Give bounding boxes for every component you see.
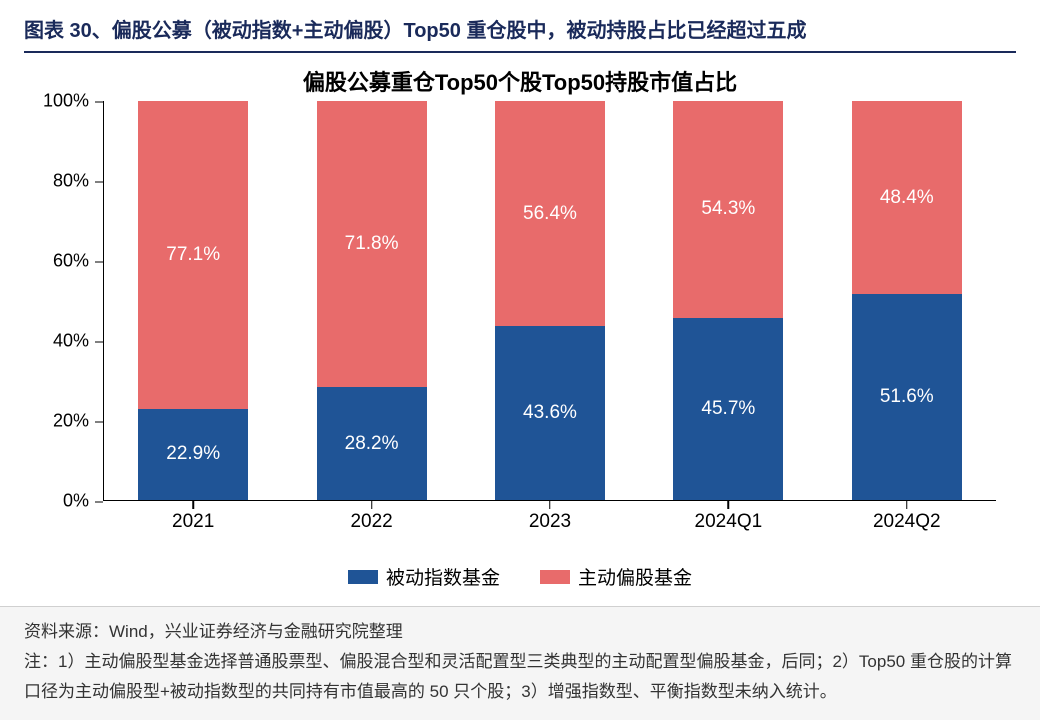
- figure-container: 图表 30、偏股公募（被动指数+主动偏股）Top50 重仓股中，被动持股占比已经…: [0, 0, 1040, 590]
- x-label: 2021: [138, 501, 248, 533]
- legend-item-active: 主动偏股基金: [540, 563, 692, 590]
- bar-segment-passive: 22.9%: [138, 409, 248, 500]
- x-label: 2022: [317, 501, 427, 533]
- bar-column: 51.6%48.4%: [852, 101, 962, 500]
- bar-segment-passive: 45.7%: [673, 318, 783, 500]
- bar-segment-active: 54.3%: [673, 101, 783, 318]
- x-labels: 2021 2022 2023 2024Q1 2024Q2: [104, 501, 996, 533]
- legend-swatch-active: [540, 570, 570, 584]
- legend-swatch-passive: [348, 570, 378, 584]
- y-tick: 100%: [43, 91, 103, 112]
- bar-segment-passive: 43.6%: [495, 326, 605, 500]
- y-tick: 60%: [53, 251, 103, 272]
- figure-header-title: 图表 30、偏股公募（被动指数+主动偏股）Top50 重仓股中，被动持股占比已经…: [24, 10, 1016, 53]
- bar-column: 45.7%54.3%: [673, 101, 783, 500]
- footer-source: 资料来源：Wind，兴业证券经济与金融研究院整理: [24, 617, 1016, 647]
- legend-item-passive: 被动指数基金: [348, 563, 500, 590]
- y-axis: 0%20%40%60%80%100%: [24, 101, 104, 501]
- x-label: 2024Q2: [852, 501, 962, 533]
- x-axis: 2021 2022 2023 2024Q1 2024Q2: [24, 501, 1016, 533]
- bar-segment-passive: 51.6%: [852, 294, 962, 500]
- chart-title: 偏股公募重仓Top50个股Top50持股市值占比: [24, 65, 1016, 97]
- bar-segment-active: 71.8%: [317, 101, 427, 387]
- x-label: 2024Q1: [673, 501, 783, 533]
- bar-segment-active: 77.1%: [138, 101, 248, 409]
- legend-label-passive: 被动指数基金: [386, 563, 500, 590]
- y-tick: 40%: [53, 331, 103, 352]
- bar-column: 22.9%77.1%: [138, 101, 248, 500]
- bar-column: 43.6%56.4%: [495, 101, 605, 500]
- y-tick: 0%: [63, 491, 103, 512]
- y-tick: 20%: [53, 411, 103, 432]
- chart-area: 0%20%40%60%80%100% 22.9%77.1%28.2%71.8%4…: [24, 101, 1016, 501]
- bar-segment-active: 56.4%: [495, 101, 605, 326]
- x-label: 2023: [495, 501, 605, 533]
- bar-segment-active: 48.4%: [852, 101, 962, 294]
- bar-segment-passive: 28.2%: [317, 387, 427, 500]
- footer-note: 注：1）主动偏股型基金选择普通股票型、偏股混合型和灵活配置型三类典型的主动配置型…: [24, 647, 1016, 707]
- plot-area: 22.9%77.1% 28.2%71.8% 43.6%56.4% 45.7%54.3%…: [104, 101, 996, 501]
- legend-label-active: 主动偏股基金: [578, 563, 692, 590]
- y-tick: 80%: [53, 171, 103, 192]
- legend: 被动指数基金 主动偏股基金: [24, 563, 1016, 590]
- figure-footer: 资料来源：Wind，兴业证券经济与金融研究院整理 注：1）主动偏股型基金选择普通…: [0, 606, 1040, 720]
- bar-column: 28.2%71.8%: [317, 101, 427, 500]
